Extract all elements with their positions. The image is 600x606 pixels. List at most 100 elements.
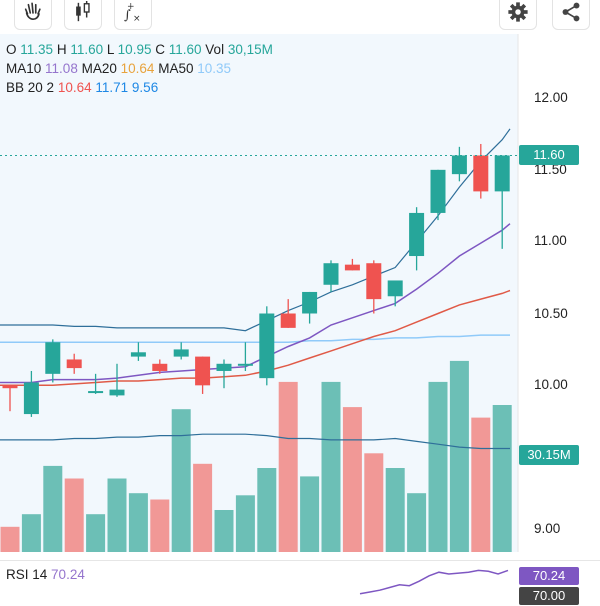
price-axis-label: 10.50	[534, 306, 568, 321]
moving-averages	[0, 223, 511, 387]
share-button[interactable]	[552, 0, 590, 30]
close-value: 11.60	[168, 42, 202, 57]
volume-bar	[342, 407, 362, 552]
volume-bar	[21, 514, 41, 552]
volume-bar	[321, 381, 341, 552]
last-price-tag: 11.60	[519, 145, 579, 165]
volume-bars	[0, 360, 512, 552]
candle-body	[473, 155, 489, 192]
bb-label: BB 20 2	[6, 80, 55, 95]
candlestick-type-icon	[76, 1, 90, 22]
ma10-label: MA10	[6, 61, 42, 76]
ohlc-legend: O 11.35 H 11.60 L 10.95 C 11.60 Vol 30,1…	[6, 42, 273, 57]
rsi-level-tag: 70.00	[519, 587, 579, 605]
rsi-legend: RSI 14 70.24	[6, 567, 85, 582]
volume-bar	[214, 510, 234, 552]
ma20-label: MA20	[81, 61, 117, 76]
ma50-label: MA50	[158, 61, 194, 76]
open-value: 11.35	[20, 42, 54, 57]
volume-bar	[364, 453, 384, 552]
candle-body	[66, 359, 82, 369]
candle-body	[323, 263, 339, 285]
price-axis-label: 11.00	[534, 233, 567, 248]
candle-body	[173, 349, 189, 357]
candle-body	[302, 291, 318, 314]
ma20-value: 10.64	[120, 61, 155, 76]
candle-body	[130, 352, 146, 357]
chart-type-button[interactable]	[64, 0, 102, 30]
volume-bar	[235, 495, 255, 552]
volume-bar	[257, 468, 277, 552]
svg-text:∫: ∫	[124, 8, 131, 23]
high-value: 11.60	[70, 42, 104, 57]
price-axis-label: 12.00	[534, 90, 568, 105]
volume-bar	[428, 381, 448, 552]
bollinger-bands	[0, 128, 511, 450]
candle-body	[152, 363, 168, 371]
ma10-value: 11.08	[45, 61, 78, 76]
rsi-line	[359, 569, 509, 595]
hand-tool-button[interactable]	[14, 0, 52, 30]
candle-body	[344, 264, 360, 271]
volume-label: Vol	[205, 42, 225, 57]
ma50-value: 10.35	[197, 61, 232, 76]
volume-bar	[128, 493, 148, 552]
price-axis-label: 10.00	[534, 377, 568, 392]
candle-body	[2, 385, 18, 389]
indicator-fx-icon: + ∫ ×	[124, 2, 141, 24]
volume-bar	[193, 463, 213, 552]
rsi-label: RSI 14	[6, 567, 48, 582]
volume-bar	[385, 468, 405, 552]
candle-body	[430, 169, 446, 213]
bb-upper-line	[0, 128, 511, 332]
bb-upper-value: 11.71	[95, 80, 129, 95]
price-axis-label: 11.50	[534, 162, 567, 177]
candle-body	[45, 342, 61, 374]
candle-body	[195, 356, 211, 386]
candle-body	[280, 313, 296, 328]
hand-icon	[24, 2, 41, 21]
volume-bar	[171, 409, 191, 552]
rsi-value: 70.24	[51, 567, 85, 582]
candle-body	[451, 155, 467, 175]
bb-legend: BB 20 2 10.64 11.71 9.56	[6, 80, 158, 95]
candle-body	[88, 391, 104, 394]
volume-bar	[407, 493, 427, 552]
candle-body	[366, 263, 382, 300]
rsi-tag: 70.24	[519, 567, 579, 585]
candle-body	[109, 389, 125, 396]
high-label: H	[56, 42, 67, 57]
volume-bar	[64, 478, 84, 552]
rsi-pane[interactable]	[0, 560, 600, 601]
close-label: C	[155, 42, 165, 57]
price-axis-label: 9.00	[534, 521, 561, 536]
ma10-line	[0, 223, 511, 384]
candle-body	[494, 155, 510, 192]
ma-legend: MA10 11.08 MA20 10.64 MA50 10.35	[6, 61, 231, 76]
gear-icon	[508, 2, 528, 22]
candle-body	[23, 382, 39, 415]
volume-bar	[300, 476, 320, 552]
volume-value: 30,15M	[227, 42, 273, 57]
candles	[2, 143, 510, 417]
candle-body	[237, 363, 253, 366]
bb-lower-line	[0, 433, 510, 450]
volume-bar	[471, 417, 491, 552]
open-label: O	[6, 42, 17, 57]
share-icon	[562, 2, 580, 22]
low-label: L	[106, 42, 114, 57]
volume-bar	[86, 514, 106, 552]
candle-body	[216, 363, 232, 371]
volume-bar	[107, 478, 127, 552]
candle-body	[409, 212, 425, 257]
low-value: 10.95	[117, 42, 152, 57]
candle-body	[259, 313, 275, 379]
chart-toolbar: + ∫ ×	[0, 0, 600, 34]
ma20-line	[0, 289, 511, 387]
price-chart[interactable]	[0, 34, 600, 560]
indicators-button[interactable]: + ∫ ×	[114, 0, 152, 30]
volume-bar	[492, 405, 512, 552]
volume-bar	[150, 499, 170, 552]
settings-button[interactable]	[499, 0, 537, 30]
volume-tag: 30.15M	[519, 445, 579, 465]
